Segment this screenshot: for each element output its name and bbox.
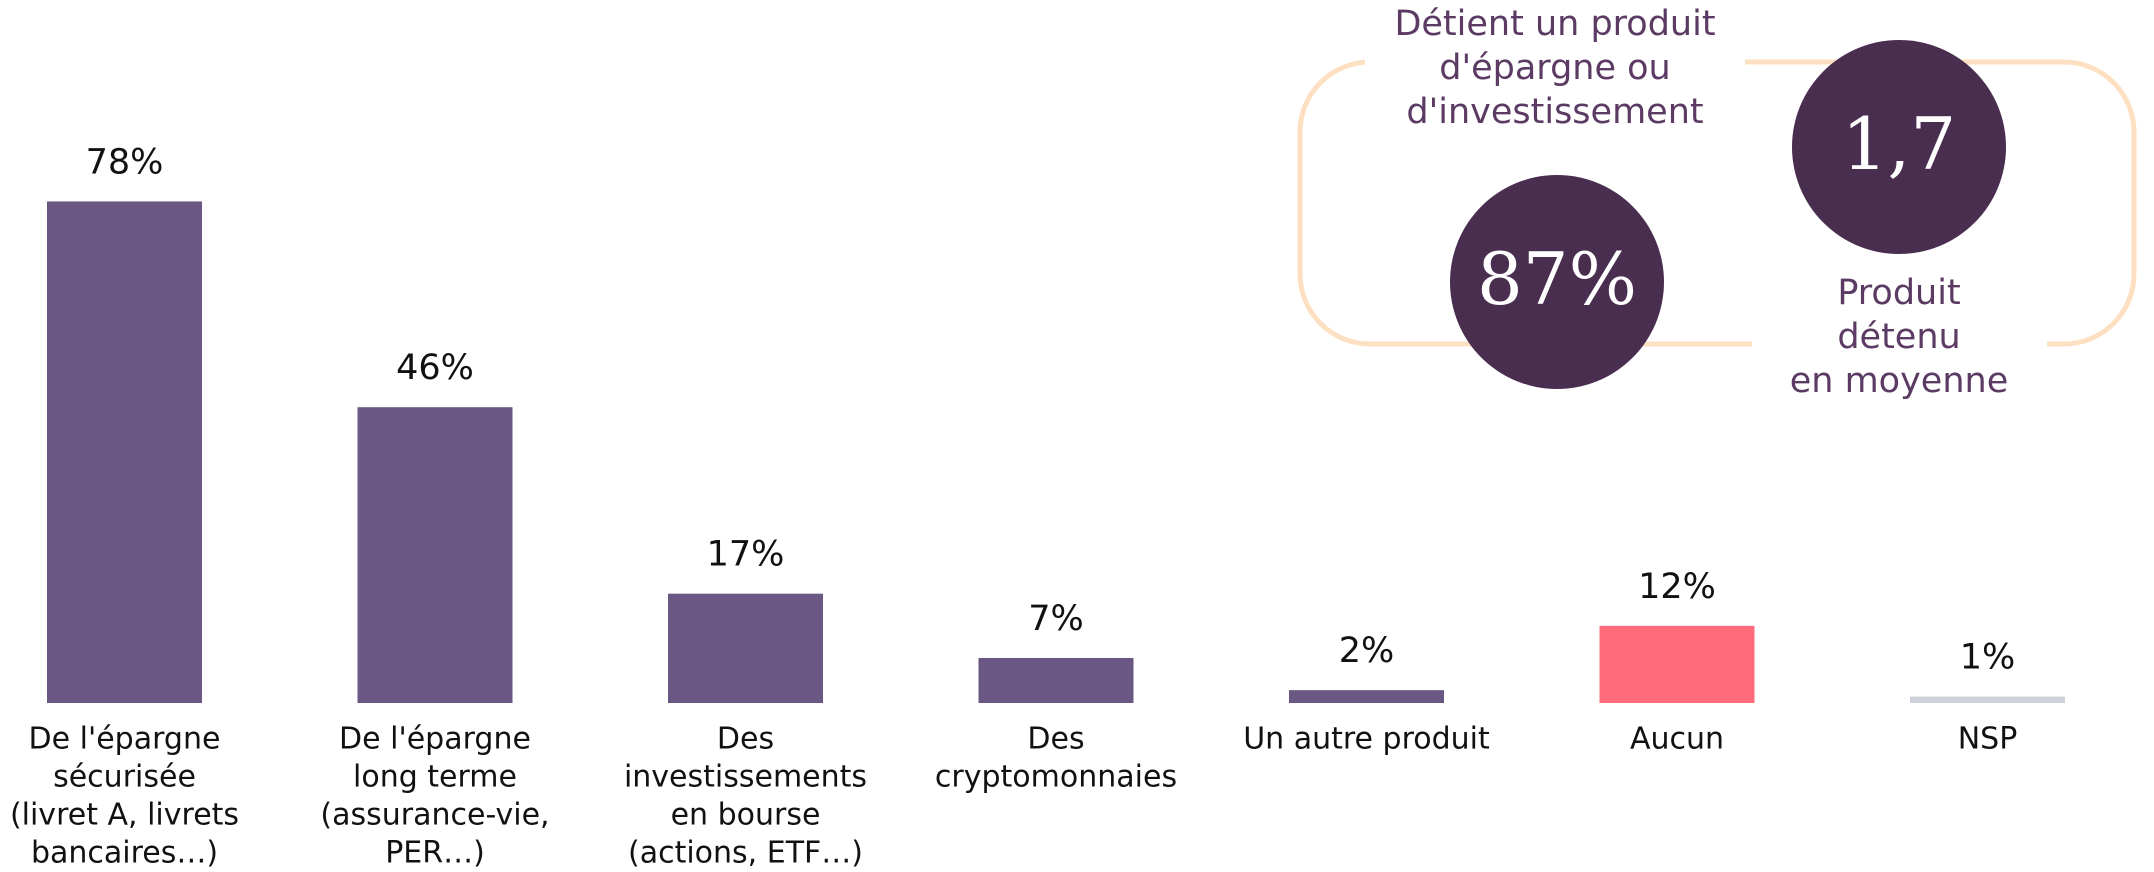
category-label: Des: [717, 722, 774, 757]
value-label: 17%: [707, 535, 785, 575]
value-label: 78%: [86, 142, 164, 182]
bar: [1599, 625, 1755, 703]
category-label: De l'épargne: [339, 722, 531, 757]
category-label: Des: [1027, 722, 1084, 757]
category-label: NSP: [1958, 722, 2018, 757]
category-label: long terme: [353, 760, 517, 795]
frame-gap: [1365, 40, 1745, 80]
value-label: 46%: [396, 348, 474, 388]
value-label: 2%: [1339, 631, 1395, 671]
value-label: 12%: [1638, 567, 1716, 607]
value-label: 7%: [1028, 599, 1084, 639]
bar: [1289, 690, 1444, 703]
stat-caption: Détient un produit: [1394, 4, 1715, 44]
stat-caption: en moyenne: [1790, 361, 2009, 401]
stat-circle: [1792, 40, 2006, 254]
stat-caption: d'investissement: [1406, 92, 1703, 132]
category-label: Un autre produit: [1243, 722, 1490, 757]
stat-caption: d'épargne ou: [1439, 48, 1670, 88]
bar: [1910, 696, 2065, 703]
bar: [47, 201, 202, 703]
category-label: (livret A, livrets: [10, 798, 239, 833]
stat-value: 87%: [1477, 237, 1637, 321]
stat-value: 1,7: [1842, 102, 1957, 186]
category-label: (actions, ETF…): [628, 836, 863, 871]
frame-gap: [1752, 326, 2047, 366]
category-label: cryptomonnaies: [935, 760, 1177, 795]
stat-caption: Produit: [1837, 273, 1960, 313]
category-label: (assurance-vie,: [320, 798, 549, 833]
bar: [978, 657, 1134, 703]
stat-circle: [1450, 175, 1664, 389]
category-label: bancaires…): [31, 836, 218, 871]
category-label: De l'épargne: [29, 722, 221, 757]
category-label: Aucun: [1630, 722, 1724, 757]
category-label: investissements: [624, 760, 867, 795]
value-label: 1%: [1960, 638, 2016, 678]
category-label: en bourse: [671, 798, 821, 833]
stat-caption: détenu: [1837, 317, 1960, 357]
category-label: PER…): [385, 836, 485, 871]
bar: [357, 407, 513, 703]
category-label: sécurisée: [53, 760, 196, 795]
bar: [668, 593, 823, 703]
